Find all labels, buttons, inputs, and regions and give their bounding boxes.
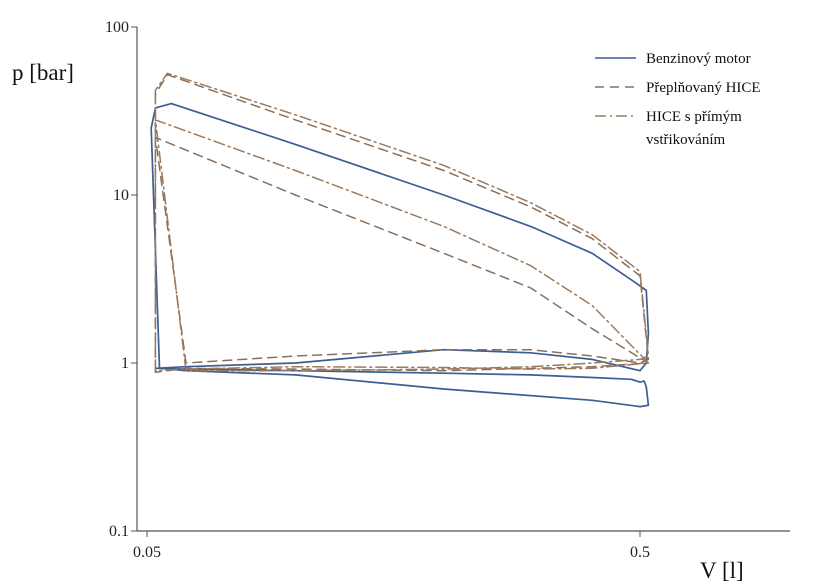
legend-entry-3: HICE s přímým vstřikováním	[646, 109, 742, 148]
y-tick-label: 1	[121, 355, 129, 372]
axes: 0.1 1 10 100 0.05 0.5	[105, 19, 790, 561]
y-axis-label: p [bar]	[12, 60, 74, 85]
x-tick-label: 0.05	[133, 544, 161, 561]
series-layer	[150, 72, 650, 408]
legend-entry-1: Benzinový motor	[646, 51, 751, 67]
legend-entry-2: Přeplňovaný HICE	[646, 80, 761, 96]
y-tick-label: 100	[105, 19, 129, 36]
legend: Benzinový motor Přeplňovaný HICE HICE s př…	[595, 51, 761, 148]
series-line-3	[154, 72, 650, 372]
y-tick-label: 10	[113, 187, 129, 204]
series-line-2	[154, 73, 650, 374]
y-tick-label: 0.1	[109, 523, 129, 540]
x-tick-label: 0.5	[630, 544, 650, 561]
x-axis-label: V [l]	[700, 558, 744, 582]
